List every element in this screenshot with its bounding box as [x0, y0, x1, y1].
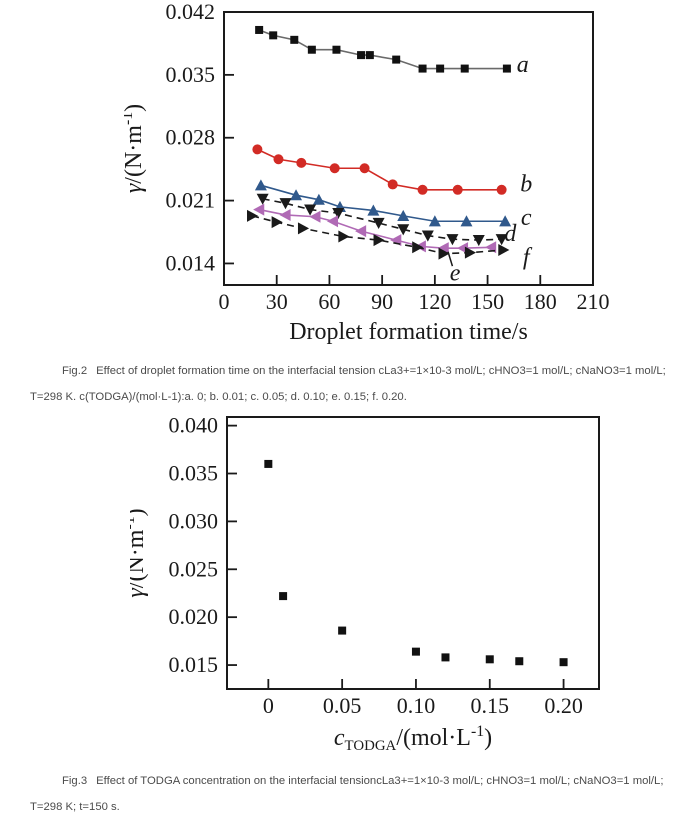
svg-text:0.15: 0.15 — [471, 693, 510, 718]
svg-text:210: 210 — [577, 289, 610, 314]
svg-text:0.035: 0.035 — [166, 62, 216, 87]
svg-text:0.035: 0.035 — [169, 461, 219, 486]
fig3-caption-label: Fig.3 — [62, 775, 88, 787]
svg-text:f: f — [523, 244, 533, 270]
svg-text:0.20: 0.20 — [544, 693, 583, 718]
svg-text:0.021: 0.021 — [166, 188, 216, 213]
fig2-chart: 0 30 60 90 120 150 180 210 0.014 0.021 0.028 0.035 0… — [124, 0, 610, 345]
svg-text:c: c — [521, 205, 532, 231]
svg-text:0.10: 0.10 — [397, 693, 436, 718]
svg-text:0.042: 0.042 — [166, 0, 216, 24]
svg-text:0: 0 — [219, 289, 230, 314]
fig2-caption-label: Fig.2 — [62, 365, 88, 377]
svg-text:Droplet formation time/s: Droplet formation time/s — [289, 319, 528, 345]
svg-text:120: 120 — [418, 289, 451, 314]
svg-text:180: 180 — [524, 289, 557, 314]
svg-text:90: 90 — [371, 289, 393, 314]
fig2-caption-text: Effect of droplet formation time on the … — [30, 365, 666, 403]
svg-text:e: e — [450, 260, 461, 286]
fig3-caption-text: Effect of TODGA concentration on the int… — [30, 775, 664, 813]
svg-text:150: 150 — [471, 289, 504, 314]
svg-text:d: d — [504, 221, 517, 247]
fig3-caption: Fig.3 Effect of TODGA concentration on th… — [30, 768, 680, 816]
svg-text:60: 60 — [318, 289, 340, 314]
svg-text:γ/(N·m-1): γ/(N·m-1) — [130, 508, 149, 597]
svg-text:0.030: 0.030 — [169, 508, 219, 533]
svg-text:0.040: 0.040 — [169, 413, 219, 438]
svg-text:0.015: 0.015 — [169, 652, 219, 677]
svg-text:30: 30 — [266, 289, 288, 314]
svg-text:0.025: 0.025 — [169, 556, 219, 581]
svg-text:cTODGA/(mol·L-1): cTODGA/(mol·L-1) — [334, 723, 492, 754]
svg-text:0.014: 0.014 — [166, 250, 216, 275]
svg-text:a: a — [517, 52, 529, 78]
svg-text:0: 0 — [263, 693, 274, 718]
svg-text:0.020: 0.020 — [169, 604, 219, 629]
svg-text:γ/(N·m-1): γ/(N·m-1) — [124, 104, 147, 193]
svg-text:0.05: 0.05 — [323, 693, 362, 718]
svg-text:b: b — [520, 172, 532, 198]
svg-text:0.028: 0.028 — [166, 125, 216, 150]
fig2-caption: Fig.2 Effect of droplet formation time on… — [30, 358, 680, 410]
fig3-chart: 0 0.05 0.10 0.15 0.20 0.015 0.020 0.025 0.030 0.0… — [130, 413, 600, 754]
